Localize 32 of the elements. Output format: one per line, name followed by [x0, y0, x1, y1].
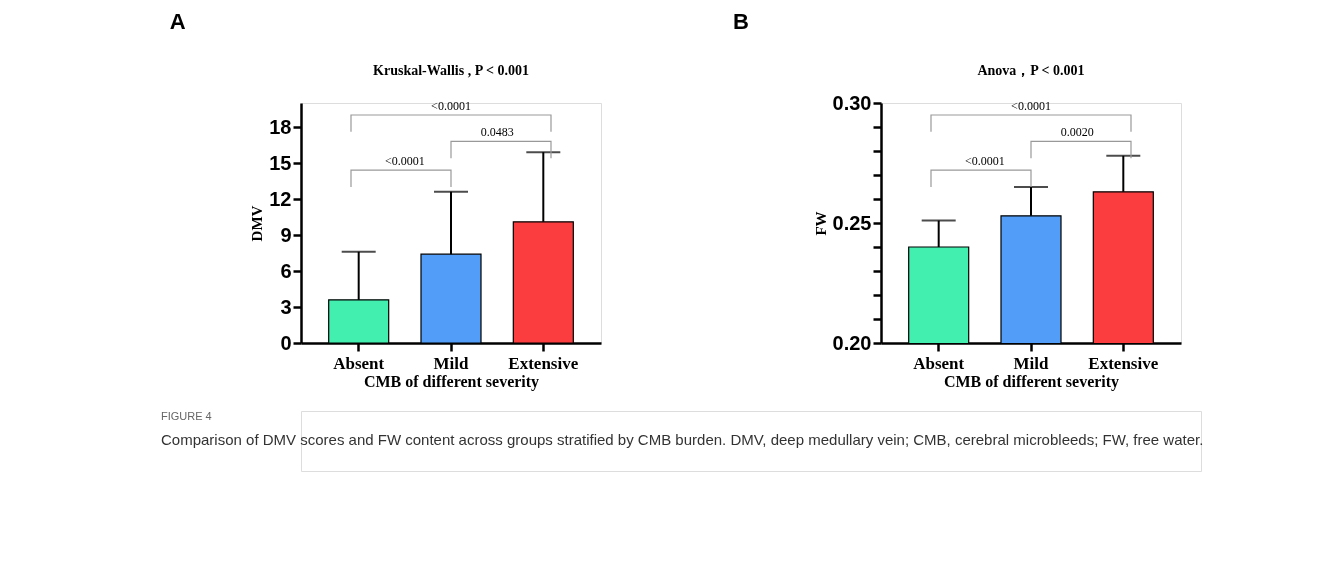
y-tick-label: 6 — [280, 259, 292, 282]
x-tick-label: Absent — [333, 353, 385, 373]
y-tick-label: 18 — [269, 115, 292, 138]
x-tick-label: Extensive — [1088, 353, 1159, 373]
chart-subtitle: Anova，P < 0.001 — [977, 63, 1085, 78]
y-axis-title: DMV — [249, 205, 266, 242]
y-tick-label: 12 — [269, 187, 292, 210]
y-tick-label: 0.20 — [832, 331, 872, 354]
x-axis-title: CMB of different severity — [363, 372, 540, 391]
y-tick-label: 15 — [269, 151, 292, 174]
annotation: <0.0001 — [431, 99, 471, 113]
y-tick-label: 0.30 — [832, 91, 872, 114]
x-tick-label: Mild — [1013, 353, 1050, 373]
x-tick-label: Extensive — [508, 353, 579, 373]
caption: FIGURE 4 — [161, 410, 212, 422]
annotation: 0.0020 — [1060, 125, 1094, 140]
x-axis-title: CMB of different severity — [943, 372, 1120, 391]
y-tick-label: 9 — [280, 223, 292, 246]
x-tick-label: Absent — [913, 353, 965, 373]
y-tick-label: 0.25 — [832, 211, 872, 234]
annotation: 0.0483 — [480, 125, 514, 140]
y-tick-label: 3 — [280, 295, 292, 318]
annotation: <0.0001 — [964, 154, 1005, 169]
chart-subtitle: Kruskal-Wallis , P < 0.001 — [373, 63, 529, 78]
annotation: <0.0001 — [1011, 99, 1051, 113]
y-axis-title: FW — [812, 211, 829, 236]
chart-title: A — [169, 9, 186, 34]
annotation: <0.0001 — [384, 154, 425, 169]
x-tick-label: Mild — [433, 353, 470, 373]
y-tick-label: 0 — [280, 331, 292, 354]
chart-title: B — [733, 9, 749, 34]
text: Comparison of DMV scores and FW content across groups stratified by CMB burden. DMV, deep medullary vein; CMB, cerebral microbleeds; FW, free water. — [161, 431, 1204, 448]
